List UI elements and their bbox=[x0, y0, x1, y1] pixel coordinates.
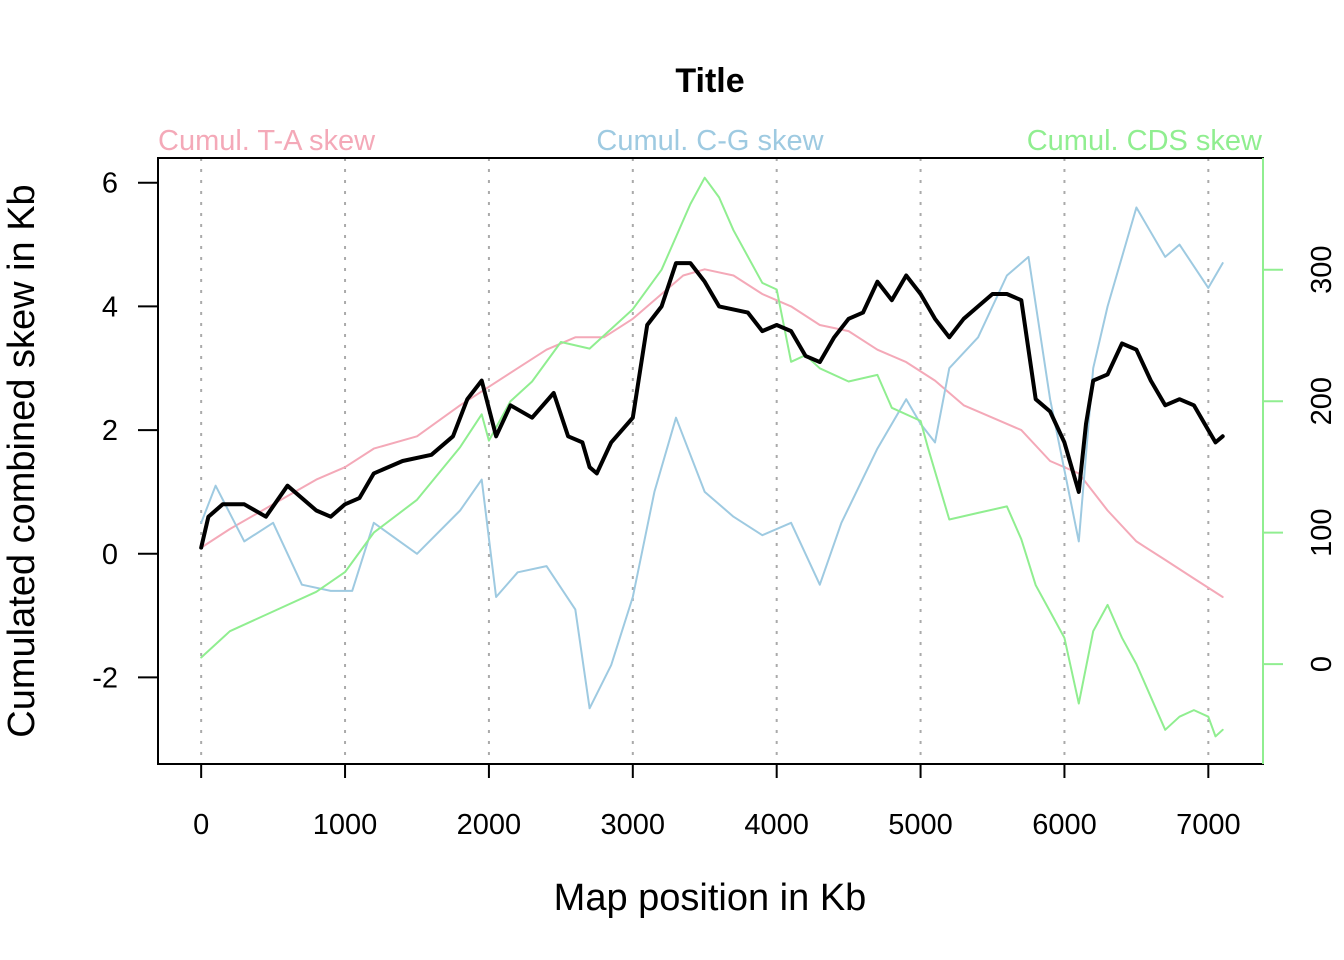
y-tick-label-4: 4 bbox=[102, 291, 118, 323]
series-cg-skew bbox=[200, 206, 1224, 710]
series-ta-skew bbox=[200, 268, 1224, 598]
y2-tick-label-200: 200 bbox=[1306, 377, 1338, 425]
y-tick-label-6: 6 bbox=[102, 168, 118, 200]
x-tick-label-0: 0 bbox=[193, 809, 209, 841]
legend-label-ta-skew: Cumul. T-A skew bbox=[158, 125, 376, 157]
legend-label-cds-skew: Cumul. CDS skew bbox=[1027, 125, 1263, 157]
series-combined-skew bbox=[199, 261, 1225, 550]
legend-label-cg-skew: Cumul. C-G skew bbox=[596, 125, 824, 157]
y-tick-label--2: -2 bbox=[92, 662, 118, 694]
y2-tick-label-300: 300 bbox=[1306, 246, 1338, 294]
y-axis-label: Cumulated combined skew in Kb bbox=[1, 184, 43, 737]
x-tick-label-5000: 5000 bbox=[888, 809, 953, 841]
series-layer bbox=[199, 176, 1225, 738]
x-tick-label-6000: 6000 bbox=[1032, 809, 1097, 841]
y-tick-label-2: 2 bbox=[102, 415, 118, 447]
x-axis-label: Map position in Kb bbox=[554, 877, 867, 919]
x-axis: 0 1000 2000 3000 4000 5000 6000 7000 bbox=[193, 764, 1241, 841]
x-tick-label-2000: 2000 bbox=[457, 809, 522, 841]
x-tick-label-7000: 7000 bbox=[1176, 809, 1241, 841]
grid-layer bbox=[200, 158, 1210, 764]
x-tick-label-4000: 4000 bbox=[744, 809, 809, 841]
plot-frame bbox=[157, 157, 1264, 765]
y-tick-label-0: 0 bbox=[102, 539, 118, 571]
y-axis: -2 0 2 4 6 bbox=[92, 168, 158, 694]
x-tick-label-3000: 3000 bbox=[601, 809, 666, 841]
y2-tick-label-0: 0 bbox=[1306, 656, 1338, 672]
x-tick-label-1000: 1000 bbox=[313, 809, 378, 841]
y2-axis: 0 100 200 300 bbox=[1263, 246, 1338, 672]
y2-tick-label-100: 100 bbox=[1306, 508, 1338, 556]
chart-title: Title bbox=[675, 62, 744, 100]
